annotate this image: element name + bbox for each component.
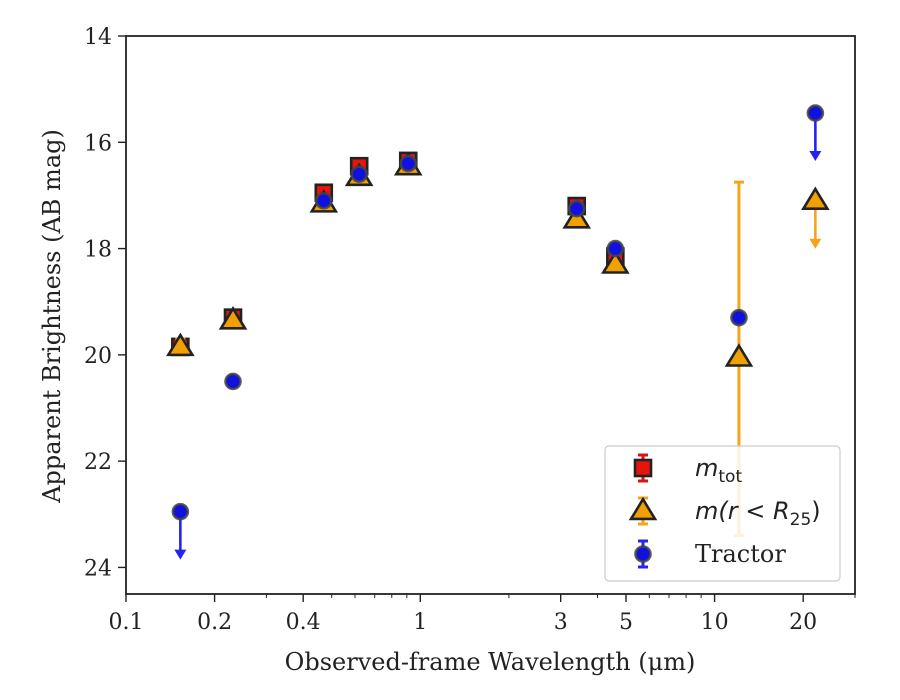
x-tick-label: 1 [413, 610, 427, 635]
marker-circle [567, 199, 586, 218]
x-tick-label: 10 [701, 610, 729, 635]
marker-circle [171, 502, 190, 521]
legend-marker-square [633, 458, 653, 478]
legend-entry: m(r < R25) [628, 496, 821, 530]
marker-triangle [218, 306, 248, 330]
x-tick-label: 20 [789, 610, 817, 635]
marker-circle [350, 165, 368, 183]
data-point [801, 186, 830, 249]
x-axis: 0.1 0.2 0.4 1 3 5 10 20 [109, 594, 856, 635]
y-tick-label: 14 [84, 25, 112, 50]
legend-marker-triangle [628, 496, 658, 521]
data-point [601, 250, 630, 274]
y-axis-label: Apparent Brightness (AB mag) [38, 129, 66, 504]
upper-limit-arrowhead [809, 238, 822, 249]
legend-label: m(r < R25) [695, 497, 821, 530]
legend-label-subscript: 25 [790, 510, 812, 530]
data-point [730, 308, 748, 327]
plot-frame [125, 35, 856, 595]
legend: mtot m(r < R25) Tractor [604, 445, 841, 582]
data-point [606, 239, 625, 258]
y-tick-label: 20 [84, 344, 112, 369]
data-point [806, 104, 825, 162]
legend-label-main: m(r < R [695, 497, 790, 525]
data-point [166, 332, 195, 357]
x-tick-label: 3 [554, 610, 568, 635]
legend-entry: mtot [633, 453, 742, 487]
marker-circle [314, 191, 333, 210]
x-tick-label: 0.1 [109, 610, 144, 635]
marker-triangle [724, 343, 754, 367]
plot-area [125, 35, 856, 595]
data-point [314, 191, 333, 210]
legend-label-main: m [695, 454, 718, 482]
legend-label: Tractor [695, 540, 786, 568]
marker-circle [399, 154, 418, 173]
data-point [218, 306, 248, 330]
y-tick-label: 16 [84, 131, 112, 156]
data-point [171, 502, 190, 560]
upper-limit-arrowhead [174, 549, 187, 560]
data-point [224, 372, 242, 391]
legend-box [604, 445, 841, 582]
marker-triangle [601, 250, 630, 274]
data-point [567, 199, 586, 218]
legend-label-main: Tractor [695, 540, 786, 568]
upper-limit-arrowhead [809, 151, 822, 162]
y-tick-label: 24 [84, 556, 112, 581]
marker-circle [224, 372, 242, 391]
marker-circle [730, 308, 748, 327]
x-tick-label: 5 [619, 610, 633, 635]
legend-label-tail: ) [811, 497, 820, 525]
legend-label: mtot [695, 454, 742, 487]
data-point [399, 154, 418, 173]
y-axis: 14 16 18 20 22 24 [84, 25, 126, 581]
marker-triangle [166, 332, 195, 357]
legend-entry: Tractor [634, 539, 786, 569]
legend-label-subscript: tot [718, 467, 742, 487]
y-tick-label: 22 [84, 450, 112, 475]
series-circle [171, 104, 825, 560]
y-tick-label: 18 [84, 238, 112, 263]
legend-marker-circle [634, 545, 652, 563]
data-point [350, 165, 368, 183]
x-tick-label: 0.4 [286, 610, 321, 635]
x-tick-label: 0.2 [197, 610, 232, 635]
marker-circle [806, 104, 825, 122]
marker-triangle [801, 186, 830, 211]
x-axis-label: Observed-frame Wavelength (μm) [285, 648, 696, 676]
marker-circle [606, 239, 625, 258]
